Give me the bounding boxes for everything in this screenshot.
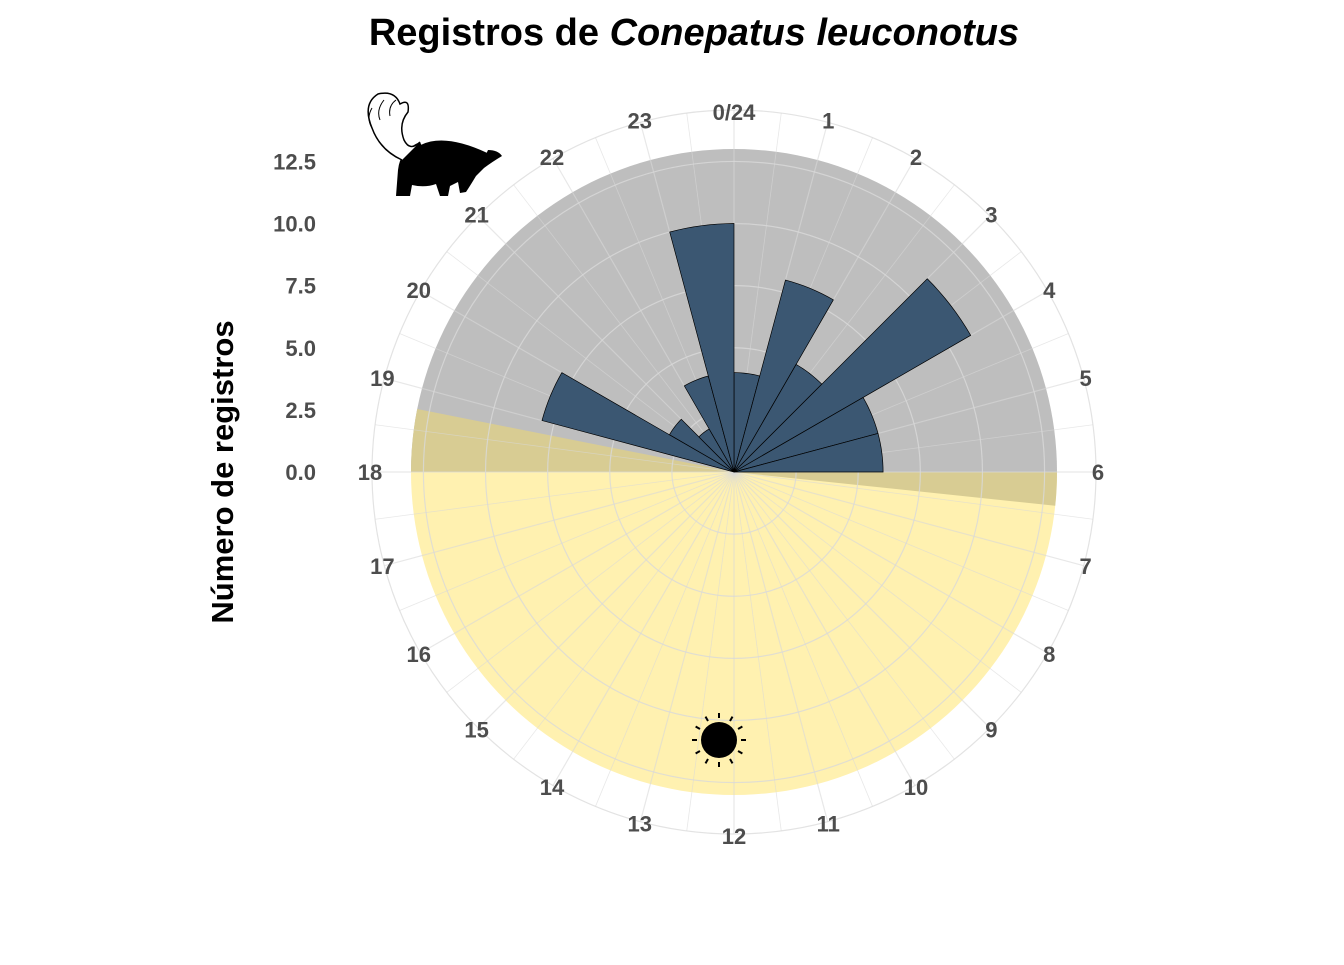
hour-label: 22 [540, 145, 564, 170]
grid-spoke [733, 471, 955, 760]
grid-spoke [733, 471, 829, 822]
hour-label: 7 [1079, 554, 1091, 579]
bar-hour-22 [683, 375, 735, 473]
hour-label: 21 [464, 203, 488, 228]
hour-label: 19 [370, 366, 394, 391]
grid-spoke [733, 471, 873, 807]
hour-label: 10 [904, 775, 928, 800]
hour-label: 8 [1043, 642, 1055, 667]
grid-spoke [399, 471, 735, 611]
y-tick-label: 5.0 [285, 336, 316, 361]
hour-label: 9 [985, 717, 997, 742]
grid-spoke [733, 471, 1022, 693]
grid-spoke [446, 471, 735, 693]
hour-label: 13 [628, 812, 652, 837]
bar-hour-1 [733, 279, 834, 473]
grid-spoke [477, 471, 735, 729]
hour-label: 5 [1079, 366, 1091, 391]
y-tick-label: 2.5 [285, 398, 316, 423]
hour-label: 1 [822, 108, 834, 133]
grid-spoke [733, 471, 1048, 654]
hour-label: 14 [540, 775, 565, 800]
hour-label: 15 [464, 717, 488, 742]
grid-spoke [420, 471, 735, 654]
bar-hour-5 [733, 432, 884, 473]
grid-spoke [595, 471, 735, 807]
grid-spoke [384, 471, 735, 567]
bar-hour-4 [733, 396, 879, 473]
hour-label: 23 [628, 108, 652, 133]
grid-spoke [733, 471, 1093, 520]
skunk-icon [367, 92, 502, 196]
bar-hour-23 [669, 223, 735, 473]
bar-hour-20 [668, 418, 735, 473]
hour-label: 18 [358, 460, 382, 485]
hour-label: 20 [407, 278, 431, 303]
y-tick-label: 7.5 [285, 274, 316, 299]
hour-label: 16 [407, 642, 431, 667]
bar-hour-19 [541, 372, 735, 473]
grid-spoke [733, 471, 1069, 611]
hour-label: 3 [985, 203, 997, 228]
hour-axis: 0/24 123456789101112131415161718192021222… [358, 100, 1104, 849]
y-axis-title: Número de registros [205, 320, 240, 623]
bar-series [541, 223, 972, 473]
grid-spoke [686, 471, 735, 831]
grid-spoke [639, 471, 735, 822]
grid-spoke [375, 471, 735, 520]
sunset-twilight-area [411, 408, 734, 472]
y-tick-label: 12.5 [273, 149, 316, 174]
bar-hour-3 [733, 278, 972, 473]
grid-spoke [513, 184, 735, 473]
hour-label: 2 [910, 145, 922, 170]
sunrise-twilight-area [734, 472, 1057, 506]
hour-label: 12 [722, 824, 746, 849]
bar-hour-2 [733, 363, 823, 473]
grid-spoke [552, 471, 735, 786]
grid-spoke [733, 471, 782, 831]
grid-spoke [733, 471, 1084, 567]
grid-spoke [733, 471, 991, 729]
hour-label: 17 [370, 554, 394, 579]
hour-label: 4 [1043, 278, 1056, 303]
grid-spoke [375, 424, 735, 473]
y-tick-label: 0.0 [285, 460, 316, 485]
hour-label: 0/24 [713, 100, 757, 125]
bar-hour-21 [698, 428, 735, 473]
grid-spoke [513, 471, 735, 760]
y-axis: 0.0 2.5 5.0 7.5 10.0 12.5 [273, 149, 316, 485]
y-tick-label: 10.0 [273, 212, 316, 237]
hour-label: 6 [1092, 460, 1104, 485]
sun-icon [692, 713, 746, 767]
chart-title: Registros de Conepatus leuconotus [369, 12, 1019, 54]
hour-label: 11 [817, 812, 840, 837]
grid-spoke [733, 471, 916, 786]
